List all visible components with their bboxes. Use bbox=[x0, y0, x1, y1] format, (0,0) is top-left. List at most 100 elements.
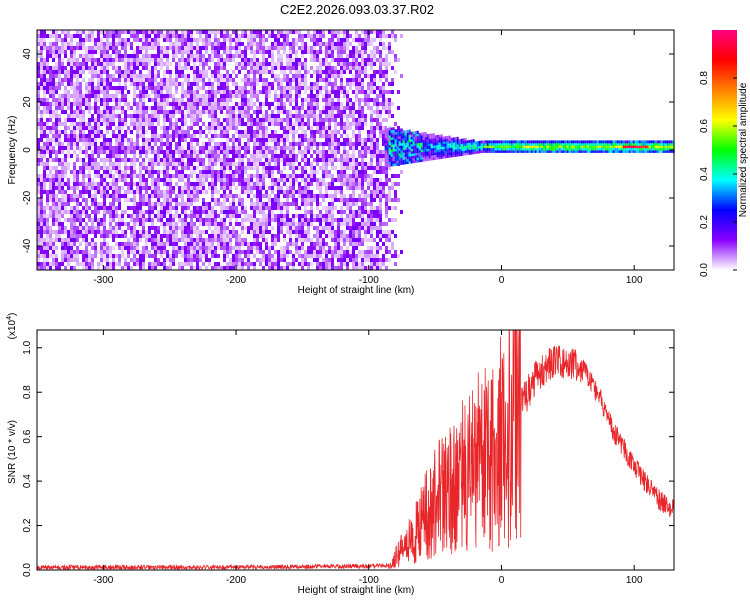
noise-cell bbox=[343, 162, 346, 166]
noise-cell bbox=[340, 74, 343, 78]
noise-cell bbox=[247, 62, 250, 66]
noise-cell bbox=[238, 198, 241, 202]
noise-cell bbox=[277, 214, 280, 218]
noise-cell bbox=[40, 162, 43, 166]
noise-cell bbox=[49, 190, 52, 194]
noise-cell bbox=[325, 254, 328, 258]
noise-cell bbox=[172, 46, 175, 50]
noise-cell bbox=[277, 230, 280, 234]
noise-cell bbox=[280, 266, 283, 270]
noise-cell bbox=[175, 166, 178, 170]
noise-cell bbox=[193, 194, 196, 198]
noise-cell bbox=[256, 238, 259, 242]
noise-cell bbox=[40, 234, 43, 238]
noise-cell bbox=[94, 130, 97, 134]
noise-cell bbox=[142, 194, 145, 198]
noise-cell bbox=[157, 134, 160, 138]
noise-cell bbox=[169, 226, 172, 230]
noise-cell bbox=[169, 62, 172, 66]
noise-cell bbox=[262, 50, 265, 54]
noise-cell bbox=[199, 86, 202, 90]
noise-cell bbox=[193, 38, 196, 42]
noise-cell bbox=[106, 242, 109, 246]
noise-cell bbox=[115, 158, 118, 162]
noise-cell bbox=[313, 198, 316, 202]
noise-cell bbox=[250, 162, 253, 166]
noise-cell bbox=[181, 262, 184, 266]
noise-cell bbox=[313, 58, 316, 62]
noise-cell bbox=[190, 134, 193, 138]
noise-cell bbox=[139, 206, 142, 210]
noise-cell bbox=[271, 218, 274, 222]
noise-cell bbox=[184, 138, 187, 142]
noise-cell bbox=[148, 98, 151, 102]
noise-cell bbox=[352, 242, 355, 246]
noise-cell bbox=[301, 266, 304, 270]
noise-cell bbox=[160, 90, 163, 94]
noise-cell bbox=[289, 126, 292, 130]
noise-cell bbox=[61, 130, 64, 134]
noise-cell bbox=[70, 154, 73, 158]
noise-cell bbox=[310, 138, 313, 142]
noise-cell bbox=[199, 234, 202, 238]
noise-cell bbox=[232, 142, 235, 146]
noise-cell bbox=[232, 106, 235, 110]
noise-cell bbox=[313, 130, 316, 134]
noise-cell bbox=[181, 94, 184, 98]
noise-cell bbox=[40, 114, 43, 118]
noise-cell bbox=[289, 146, 292, 150]
noise-cell bbox=[355, 134, 358, 138]
noise-cell bbox=[340, 166, 343, 170]
noise-cell bbox=[352, 154, 355, 158]
noise-cell bbox=[79, 106, 82, 110]
noise-cell bbox=[217, 30, 220, 34]
noise-cell bbox=[67, 70, 70, 74]
noise-cell bbox=[139, 218, 142, 222]
noise-cell bbox=[304, 162, 307, 166]
noise-cell bbox=[157, 246, 160, 250]
noise-cell bbox=[346, 174, 349, 178]
noise-cell bbox=[55, 230, 58, 234]
noise-cell bbox=[259, 174, 262, 178]
noise-cell bbox=[274, 166, 277, 170]
noise-cell bbox=[310, 74, 313, 78]
noise-cell bbox=[244, 186, 247, 190]
noise-cell bbox=[337, 218, 340, 222]
noise-cell bbox=[265, 78, 268, 82]
noise-cell bbox=[163, 178, 166, 182]
noise-cell bbox=[142, 126, 145, 130]
noise-cell bbox=[175, 250, 178, 254]
noise-cell bbox=[43, 154, 46, 158]
noise-cell bbox=[295, 166, 298, 170]
noise-cell bbox=[247, 158, 250, 162]
noise-cell bbox=[103, 134, 106, 138]
noise-cell bbox=[187, 262, 190, 266]
noise-cell bbox=[73, 142, 76, 146]
noise-cell bbox=[184, 90, 187, 94]
noise-cell bbox=[220, 58, 223, 62]
noise-cell bbox=[88, 94, 91, 98]
noise-cell bbox=[163, 154, 166, 158]
noise-cell bbox=[331, 98, 334, 102]
noise-cell bbox=[88, 186, 91, 190]
noise-cell bbox=[67, 254, 70, 258]
noise-cell bbox=[88, 162, 91, 166]
noise-cell bbox=[139, 82, 142, 86]
noise-cell bbox=[43, 250, 46, 254]
noise-cell bbox=[295, 94, 298, 98]
noise-cell bbox=[226, 74, 229, 78]
noise-cell bbox=[61, 166, 64, 170]
noise-cell bbox=[256, 174, 259, 178]
noise-cell bbox=[232, 266, 235, 270]
noise-cell bbox=[166, 250, 169, 254]
noise-cell bbox=[343, 34, 346, 38]
noise-cell bbox=[187, 146, 190, 150]
noise-cell bbox=[133, 62, 136, 66]
noise-cell bbox=[55, 62, 58, 66]
noise-cell bbox=[238, 46, 241, 50]
noise-cell bbox=[229, 214, 232, 218]
noise-cell bbox=[112, 246, 115, 250]
noise-cell bbox=[85, 250, 88, 254]
noise-cell bbox=[61, 42, 64, 46]
noise-cell bbox=[85, 38, 88, 42]
